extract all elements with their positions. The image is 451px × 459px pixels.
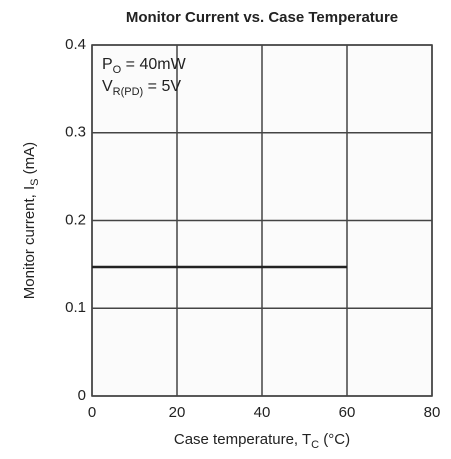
annotation-text: = 40mW — [121, 56, 186, 73]
x-tick-label: 20 — [169, 404, 186, 421]
x-axis-label-text: Case temperature, T — [174, 431, 311, 448]
x-axis-label-text: (°C) — [319, 431, 350, 448]
x-tick-label: 0 — [88, 404, 96, 421]
y-tick-label: 0.1 — [65, 299, 86, 316]
y-tick-label: 0 — [78, 387, 86, 404]
y-axis-label-subscript: S — [29, 178, 41, 185]
y-tick-label: 0.4 — [65, 36, 86, 53]
x-axis-label-subscript: C — [311, 439, 319, 451]
annotation: VR(PD) = 5V — [102, 78, 181, 98]
annotation-text: = 5V — [143, 78, 181, 95]
chart-title: Monitor Current vs. Case Temperature — [126, 9, 398, 26]
x-axis-label: Case temperature, TC (°C) — [174, 431, 350, 451]
x-tick-label: 80 — [424, 404, 441, 421]
y-tick-label: 0.3 — [65, 124, 86, 141]
x-tick-label: 40 — [254, 404, 271, 421]
y-axis-label: Monitor current, IS (mA) — [21, 142, 41, 299]
y-axis-label-text: Monitor current, I — [21, 186, 38, 299]
annotation-subscript: R(PD) — [113, 86, 144, 98]
annotation: PO = 40mW — [102, 56, 187, 76]
y-tick-label: 0.2 — [65, 211, 86, 228]
annotation-text: V — [102, 78, 113, 95]
annotation-text: P — [102, 56, 113, 73]
y-axis-label-text: (mA) — [21, 142, 38, 179]
x-tick-label: 60 — [339, 404, 356, 421]
annotation-subscript: O — [113, 64, 122, 76]
